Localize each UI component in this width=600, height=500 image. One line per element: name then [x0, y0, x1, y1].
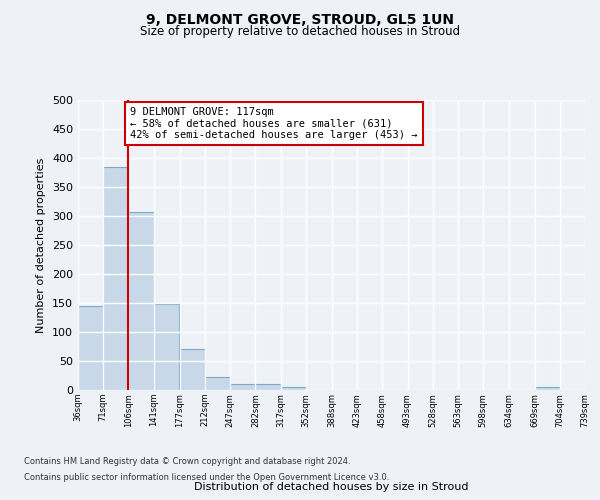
Bar — [281, 387, 306, 390]
Text: Contains public sector information licensed under the Open Government Licence v3: Contains public sector information licen… — [24, 472, 389, 482]
Bar — [535, 387, 560, 390]
Bar — [128, 212, 154, 390]
Bar — [103, 168, 128, 390]
Bar — [154, 304, 179, 390]
X-axis label: Distribution of detached houses by size in Stroud: Distribution of detached houses by size … — [194, 482, 469, 492]
Bar — [256, 384, 281, 390]
Bar — [179, 350, 205, 390]
Text: 9 DELMONT GROVE: 117sqm
← 58% of detached houses are smaller (631)
42% of semi-d: 9 DELMONT GROVE: 117sqm ← 58% of detache… — [130, 107, 418, 140]
Text: Size of property relative to detached houses in Stroud: Size of property relative to detached ho… — [140, 25, 460, 38]
Bar — [230, 384, 256, 390]
Bar — [205, 377, 230, 390]
Text: Contains HM Land Registry data © Crown copyright and database right 2024.: Contains HM Land Registry data © Crown c… — [24, 458, 350, 466]
Text: 9, DELMONT GROVE, STROUD, GL5 1UN: 9, DELMONT GROVE, STROUD, GL5 1UN — [146, 12, 454, 26]
Y-axis label: Number of detached properties: Number of detached properties — [37, 158, 46, 332]
Bar — [78, 306, 103, 390]
